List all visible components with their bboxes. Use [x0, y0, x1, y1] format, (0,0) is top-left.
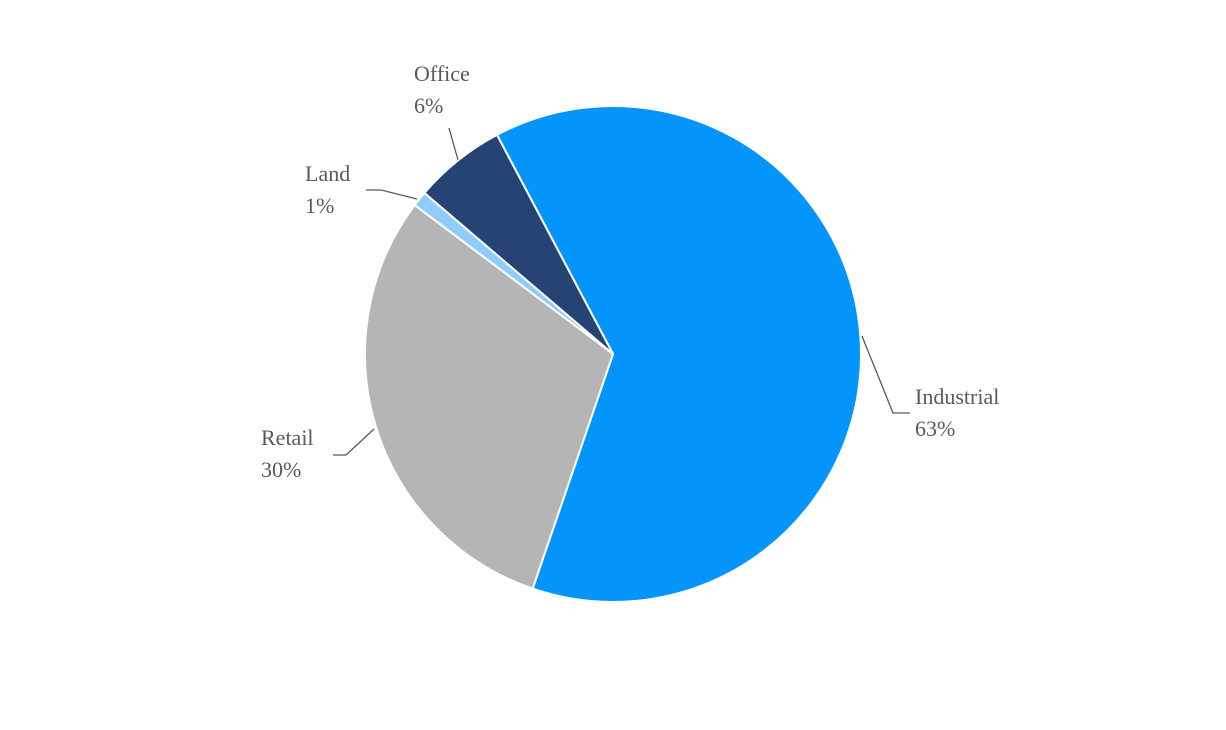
- pie-slice: [423, 133, 614, 355]
- slice-label: Land: [305, 161, 350, 186]
- slice-value-label: 63%: [915, 416, 955, 441]
- leader-line: [861, 335, 910, 414]
- slice-value-label: 1%: [305, 193, 334, 218]
- slice-value-label: 30%: [261, 457, 301, 482]
- slice-label: Industrial: [915, 384, 999, 409]
- leader-line: [366, 189, 418, 200]
- leader-line: [333, 428, 375, 456]
- slice-label: Office: [414, 61, 470, 86]
- slice-value-label: 6%: [414, 93, 443, 118]
- pie-slice: [364, 203, 615, 590]
- leader-line: [448, 127, 459, 161]
- pie-slice: [495, 105, 862, 603]
- slice-label: Retail: [261, 425, 314, 450]
